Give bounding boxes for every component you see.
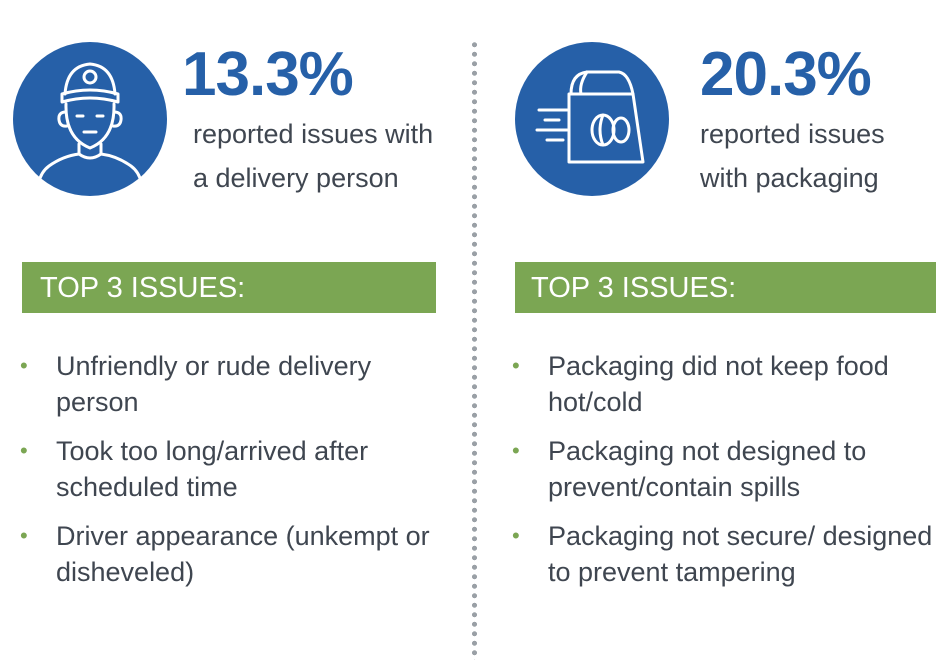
packaging-issues-list: • Packaging did not keep food hot/cold • P… bbox=[510, 348, 946, 603]
list-item: • Unfriendly or rude delivery person bbox=[18, 348, 458, 420]
dotted-divider bbox=[471, 40, 478, 660]
packaging-percent: 20.3% bbox=[700, 40, 872, 109]
list-item: • Packaging not designed to prevent/conta… bbox=[510, 433, 946, 505]
delivery-person-panel: 13.3% reported issues with a delivery pe… bbox=[0, 0, 460, 672]
delivery-person-icon bbox=[13, 42, 167, 196]
packaging-issues-banner: TOP 3 ISSUES: bbox=[515, 262, 936, 313]
food-bag-icon bbox=[515, 42, 669, 196]
bullet-icon: • bbox=[512, 438, 520, 463]
bullet-icon: • bbox=[512, 353, 520, 378]
delivery-description: reported issues with a delivery person bbox=[193, 119, 434, 193]
delivery-issues-list: • Unfriendly or rude delivery person • Too… bbox=[18, 348, 458, 603]
delivery-percent: 13.3% bbox=[182, 40, 354, 109]
bullet-icon: • bbox=[20, 523, 28, 548]
packaging-description: reported issues with packaging bbox=[700, 119, 885, 193]
bullet-icon: • bbox=[512, 523, 520, 548]
delivery-issues-banner: TOP 3 ISSUES: bbox=[22, 262, 436, 313]
bullet-icon: • bbox=[20, 353, 28, 378]
list-item: • Packaging not secure/ designed to preve… bbox=[510, 518, 946, 590]
bullet-icon: • bbox=[20, 438, 28, 463]
list-item: • Driver appearance (unkempt or dishevele… bbox=[18, 518, 458, 590]
packaging-panel: 20.3% reported issues with packaging TOP… bbox=[490, 0, 948, 672]
list-item: • Packaging did not keep food hot/cold bbox=[510, 348, 946, 420]
list-item: • Took too long/arrived after scheduled t… bbox=[18, 433, 458, 505]
